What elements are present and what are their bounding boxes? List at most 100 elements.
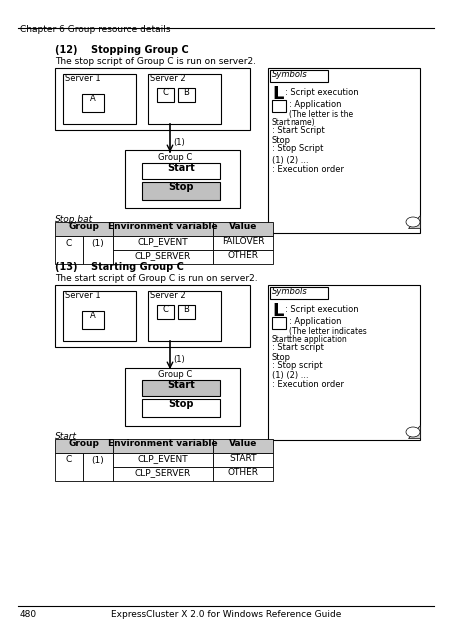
Text: Chapter 6 Group resource details: Chapter 6 Group resource details xyxy=(20,25,170,34)
Bar xyxy=(63,74,136,124)
Text: A: A xyxy=(90,94,96,103)
Bar xyxy=(142,163,220,179)
Text: Start: Start xyxy=(167,380,194,390)
Ellipse shape xyxy=(405,427,419,437)
Text: Server 1: Server 1 xyxy=(65,74,101,83)
Text: (12)    Stopping Group C: (12) Stopping Group C xyxy=(55,45,189,55)
Text: Value: Value xyxy=(228,222,257,231)
Text: Start: Start xyxy=(272,118,290,127)
Text: Server 2: Server 2 xyxy=(150,74,185,83)
Text: (1): (1) xyxy=(173,138,184,147)
Bar xyxy=(142,380,220,396)
Text: : Stop script: : Stop script xyxy=(272,361,322,370)
Text: : Script execution: : Script execution xyxy=(285,88,358,97)
Text: : Execution order: : Execution order xyxy=(272,165,343,174)
Bar xyxy=(142,399,220,417)
Text: Group: Group xyxy=(69,439,99,448)
Text: C: C xyxy=(162,88,168,97)
Bar xyxy=(113,467,212,481)
Polygon shape xyxy=(407,425,419,438)
Bar xyxy=(83,236,113,264)
Bar xyxy=(83,453,113,481)
Text: (The letter indicates: (The letter indicates xyxy=(288,327,366,336)
Text: Value: Value xyxy=(228,439,257,448)
Text: Server 1: Server 1 xyxy=(65,291,101,300)
Bar xyxy=(269,70,327,82)
Text: Stop: Stop xyxy=(272,136,290,145)
Text: Stop: Stop xyxy=(168,182,193,192)
Bar xyxy=(55,453,83,481)
Text: Stop.bat: Stop.bat xyxy=(55,215,93,224)
Text: C: C xyxy=(162,305,168,314)
Text: (1): (1) xyxy=(173,355,184,364)
Text: FAILOVER: FAILOVER xyxy=(221,237,264,246)
Text: (1) (2) ...: (1) (2) ... xyxy=(272,371,308,380)
Text: Environment variable: Environment variable xyxy=(108,439,217,448)
Text: C: C xyxy=(66,239,72,248)
Bar xyxy=(212,250,272,264)
Text: Symbols: Symbols xyxy=(272,287,307,296)
Bar xyxy=(113,250,212,264)
Text: the application: the application xyxy=(288,335,346,344)
Bar xyxy=(55,236,83,264)
Text: : Application: : Application xyxy=(288,100,341,109)
Text: START: START xyxy=(229,454,256,463)
Bar xyxy=(178,88,194,102)
Text: L: L xyxy=(272,302,283,320)
Text: : Start script: : Start script xyxy=(272,343,323,352)
Text: Stop: Stop xyxy=(168,399,193,409)
Bar xyxy=(272,317,285,329)
Text: : Application: : Application xyxy=(288,317,341,326)
Text: B: B xyxy=(183,88,189,97)
Polygon shape xyxy=(407,215,419,228)
Bar xyxy=(55,222,113,236)
Bar xyxy=(269,287,327,299)
Ellipse shape xyxy=(405,217,419,227)
Text: Group C: Group C xyxy=(157,370,192,379)
Text: A: A xyxy=(90,311,96,320)
Bar xyxy=(55,439,113,453)
Text: (The letter is the: (The letter is the xyxy=(288,110,352,119)
Text: Group C: Group C xyxy=(157,153,192,162)
Bar xyxy=(156,305,174,319)
Text: CLP_SERVER: CLP_SERVER xyxy=(134,251,191,260)
Text: Group: Group xyxy=(69,222,99,231)
Bar xyxy=(142,182,220,200)
Text: (1): (1) xyxy=(92,456,104,465)
Text: (13)    Starting Group C: (13) Starting Group C xyxy=(55,262,184,272)
Text: Start: Start xyxy=(167,163,194,173)
Bar xyxy=(267,285,419,440)
Bar xyxy=(82,311,104,329)
Bar xyxy=(113,222,212,236)
Text: name): name) xyxy=(290,118,314,127)
Text: Symbols: Symbols xyxy=(272,70,307,79)
Bar xyxy=(82,94,104,112)
Text: CLP_SERVER: CLP_SERVER xyxy=(134,468,191,477)
Bar xyxy=(156,88,174,102)
Bar xyxy=(147,74,221,124)
Bar xyxy=(147,291,221,341)
Text: CLP_EVENT: CLP_EVENT xyxy=(138,454,188,463)
Bar xyxy=(125,368,239,426)
Text: Start: Start xyxy=(55,432,77,441)
Text: C: C xyxy=(66,456,72,465)
Bar xyxy=(55,285,249,347)
Bar xyxy=(63,291,136,341)
Bar xyxy=(178,305,194,319)
Text: The start script of Group C is run on server2.: The start script of Group C is run on se… xyxy=(55,274,257,283)
Text: OTHER: OTHER xyxy=(227,251,258,260)
Text: Server 2: Server 2 xyxy=(150,291,185,300)
Bar xyxy=(113,236,212,250)
Text: OTHER: OTHER xyxy=(227,468,258,477)
Text: L: L xyxy=(272,85,283,103)
Text: 480: 480 xyxy=(20,610,37,619)
Text: (1) (2) ...: (1) (2) ... xyxy=(272,156,308,165)
Bar xyxy=(212,467,272,481)
Bar xyxy=(212,236,272,250)
Text: : Script execution: : Script execution xyxy=(285,305,358,314)
Bar xyxy=(212,222,272,236)
Text: CLP_EVENT: CLP_EVENT xyxy=(138,237,188,246)
Text: ExpressCluster X 2.0 for Windows Reference Guide: ExpressCluster X 2.0 for Windows Referen… xyxy=(110,610,341,619)
Bar xyxy=(212,439,272,453)
Text: : Stop Script: : Stop Script xyxy=(272,144,322,153)
